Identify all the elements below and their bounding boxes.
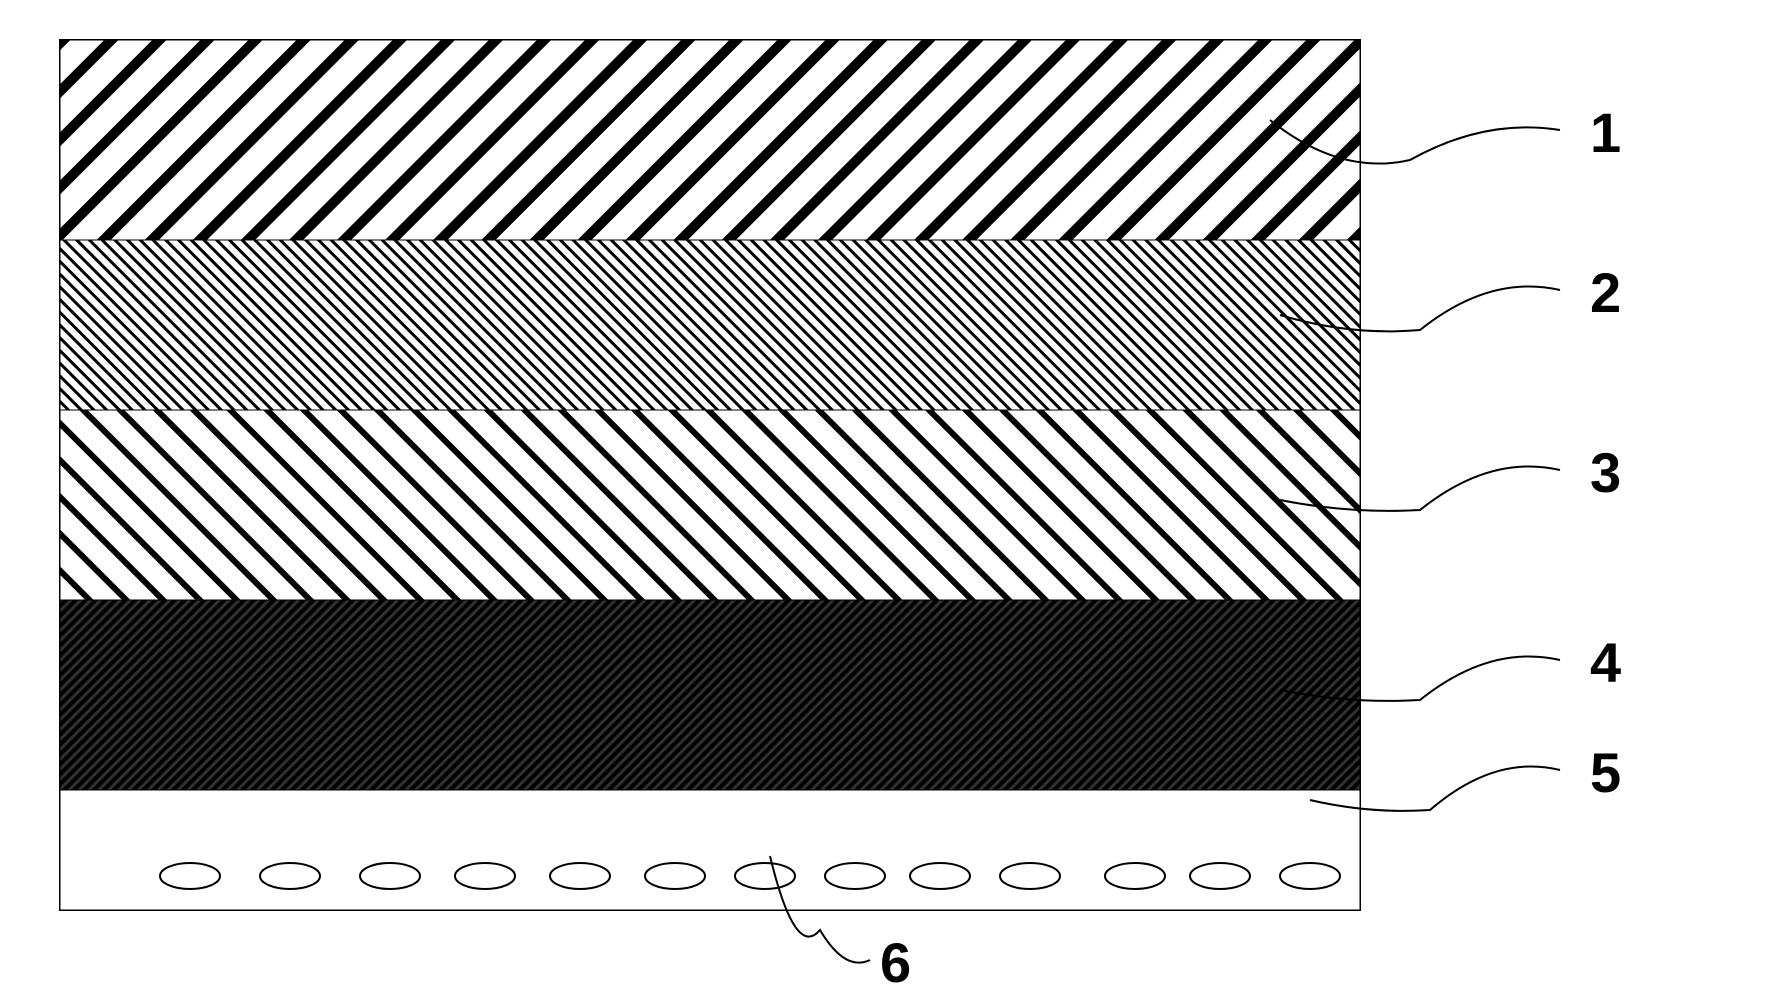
void-ellipse: [1190, 863, 1250, 889]
void-ellipse: [360, 863, 420, 889]
callout-label-4: 4: [1590, 630, 1621, 695]
diagram-svg: [0, 0, 1784, 992]
void-ellipse: [645, 863, 705, 889]
void-ellipse: [1280, 863, 1340, 889]
callout-label-3: 3: [1590, 440, 1621, 505]
layer-4: [60, 600, 1360, 790]
void-ellipse: [455, 863, 515, 889]
diagram-canvas: 1 2 3 4 5 6: [0, 0, 1784, 992]
void-ellipse: [550, 863, 610, 889]
layer-2: [60, 240, 1360, 410]
layer-5: [60, 790, 1360, 910]
callout-label-1: 1: [1590, 100, 1621, 165]
void-ellipse: [1000, 863, 1060, 889]
void-ellipse: [260, 863, 320, 889]
void-ellipse: [825, 863, 885, 889]
void-ellipse: [735, 863, 795, 889]
void-ellipse: [1105, 863, 1165, 889]
layer-1: [60, 40, 1360, 240]
void-ellipse: [160, 863, 220, 889]
callout-label-5: 5: [1590, 740, 1621, 805]
callout-label-6: 6: [880, 930, 911, 995]
layer-3: [60, 410, 1360, 600]
void-ellipse: [910, 863, 970, 889]
callout-label-2: 2: [1590, 260, 1621, 325]
